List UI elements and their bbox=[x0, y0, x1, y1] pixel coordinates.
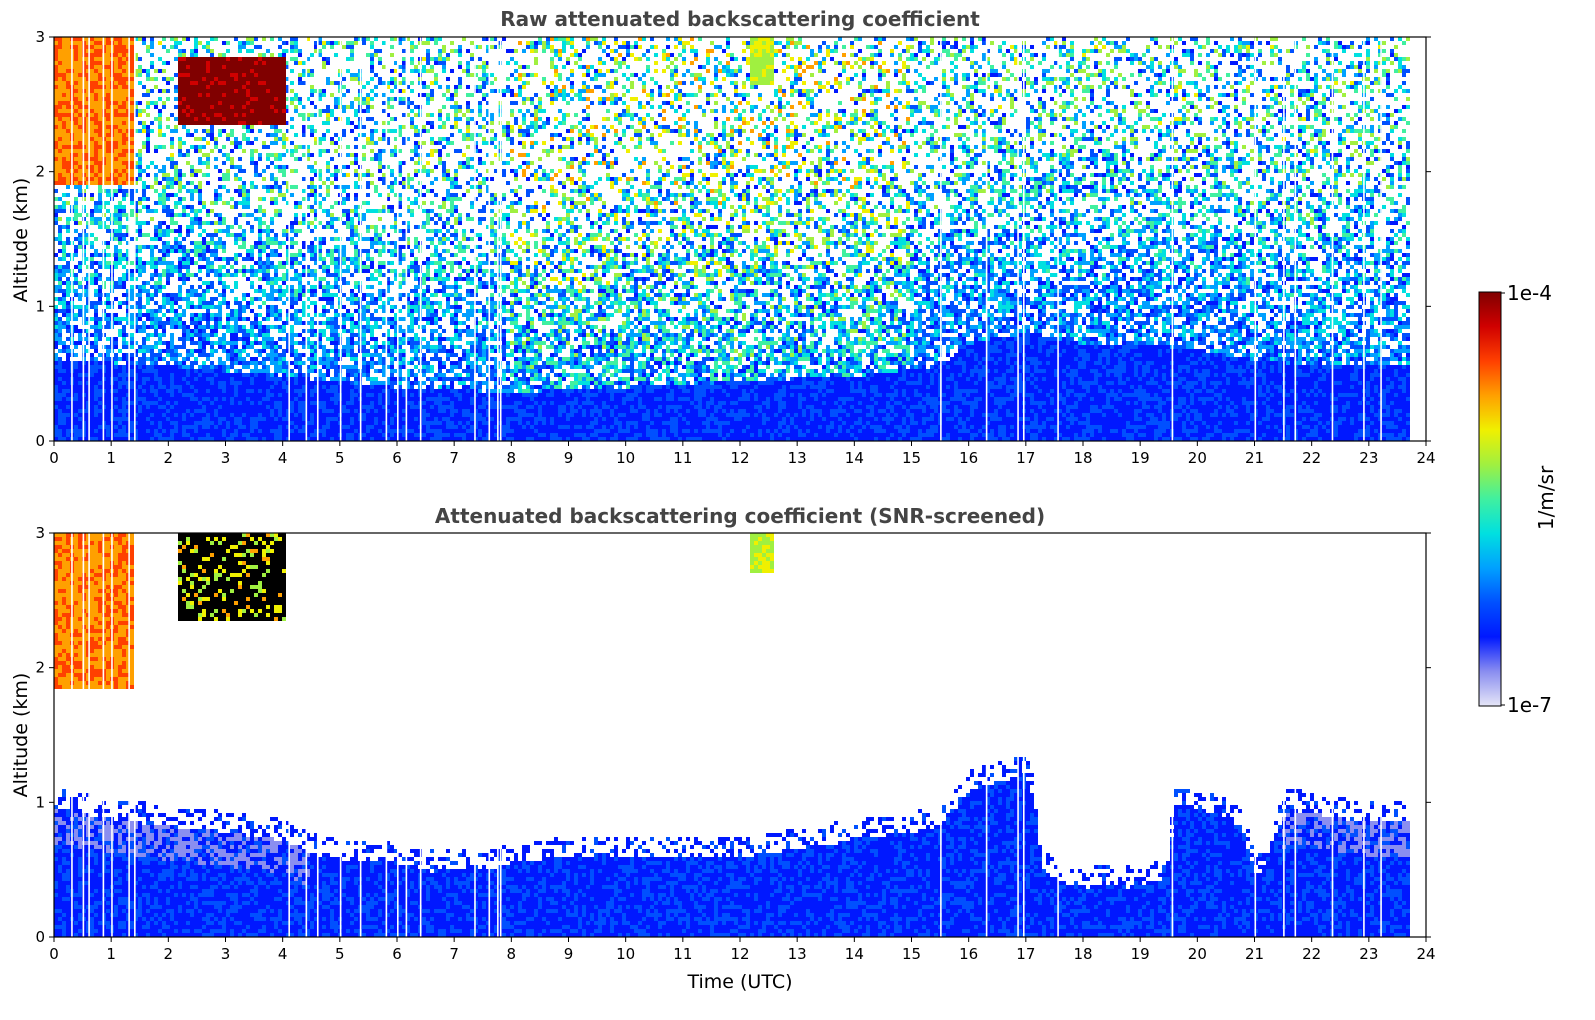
x-tick-label: 1 bbox=[106, 449, 116, 467]
x-tick-label: 9 bbox=[564, 449, 574, 467]
x-tick-label: 2 bbox=[164, 945, 174, 963]
x-tick-label: 22 bbox=[1302, 449, 1321, 467]
x-tick-label: 13 bbox=[788, 449, 807, 467]
x-tick-label: 21 bbox=[1245, 449, 1264, 467]
x-tick-label: 4 bbox=[278, 945, 288, 963]
x-tick-label: 12 bbox=[730, 945, 749, 963]
x-tick-label: 1 bbox=[106, 945, 116, 963]
x-tick-label: 20 bbox=[1188, 449, 1207, 467]
x-tick-label: 17 bbox=[1016, 945, 1035, 963]
y-axis-label: Altitude (km) bbox=[10, 673, 32, 798]
y-tick-label: 2 bbox=[35, 163, 45, 181]
raw-backscatter-panel: Raw attenuated backscattering coefficien… bbox=[10, 7, 1436, 467]
y-tick-label: 2 bbox=[35, 659, 45, 677]
chart-title: Attenuated backscattering coefficient (S… bbox=[435, 504, 1045, 528]
x-tick-label: 18 bbox=[1073, 945, 1092, 963]
x-tick-label: 4 bbox=[278, 449, 288, 467]
colorbar-unit-label: 1/m/sr bbox=[1534, 465, 1558, 530]
x-tick-label: 12 bbox=[730, 449, 749, 467]
x-tick-label: 0 bbox=[49, 449, 59, 467]
x-tick-label: 0 bbox=[49, 945, 59, 963]
x-tick-label: 3 bbox=[221, 945, 231, 963]
x-tick-label: 2 bbox=[164, 449, 174, 467]
y-tick-label: 3 bbox=[35, 28, 45, 46]
x-tick-label: 6 bbox=[392, 945, 402, 963]
colorbar: 1e-4 1e-7 1/m/sr bbox=[1479, 281, 1558, 717]
colorbar-min-label: 1e-7 bbox=[1507, 693, 1552, 717]
x-tick-label: 14 bbox=[845, 449, 864, 467]
x-tick-label: 15 bbox=[902, 449, 921, 467]
x-tick-label: 23 bbox=[1359, 449, 1378, 467]
x-tick-label: 19 bbox=[1131, 945, 1150, 963]
x-tick-label: 6 bbox=[392, 449, 402, 467]
chart-title: Raw attenuated backscattering coefficien… bbox=[500, 7, 980, 31]
colorbar-max-label: 1e-4 bbox=[1507, 281, 1552, 305]
x-tick-label: 10 bbox=[616, 449, 635, 467]
y-tick-label: 0 bbox=[35, 928, 45, 946]
x-tick-label: 10 bbox=[616, 945, 635, 963]
x-tick-label: 22 bbox=[1302, 945, 1321, 963]
x-tick-label: 16 bbox=[959, 945, 978, 963]
x-tick-label: 5 bbox=[335, 449, 345, 467]
colorbar-gradient bbox=[1479, 292, 1501, 706]
x-tick-label: 24 bbox=[1416, 945, 1435, 963]
x-tick-label: 16 bbox=[959, 449, 978, 467]
x-tick-label: 8 bbox=[507, 449, 517, 467]
x-tick-label: 21 bbox=[1245, 945, 1264, 963]
x-tick-label: 19 bbox=[1131, 449, 1150, 467]
x-tick-label: 11 bbox=[673, 449, 692, 467]
y-tick-label: 1 bbox=[35, 793, 45, 811]
y-tick-label: 0 bbox=[35, 432, 45, 450]
x-tick-label: 9 bbox=[564, 945, 574, 963]
x-tick-label: 24 bbox=[1416, 449, 1435, 467]
x-tick-label: 23 bbox=[1359, 945, 1378, 963]
heatmap-image bbox=[54, 37, 1410, 441]
y-tick-label: 1 bbox=[35, 297, 45, 315]
x-tick-label: 13 bbox=[788, 945, 807, 963]
heatmap-image bbox=[54, 533, 1410, 937]
y-axis-label: Altitude (km) bbox=[10, 178, 32, 303]
x-tick-label: 7 bbox=[449, 945, 459, 963]
x-tick-label: 14 bbox=[845, 945, 864, 963]
x-tick-label: 8 bbox=[507, 945, 517, 963]
x-tick-label: 7 bbox=[449, 449, 459, 467]
x-tick-label: 3 bbox=[221, 449, 231, 467]
x-tick-label: 5 bbox=[335, 945, 345, 963]
x-tick-label: 20 bbox=[1188, 945, 1207, 963]
x-tick-label: 18 bbox=[1073, 449, 1092, 467]
y-tick-label: 3 bbox=[35, 524, 45, 542]
x-tick-label: 15 bbox=[902, 945, 921, 963]
x-axis-label: Time (UTC) bbox=[686, 971, 792, 993]
x-tick-label: 17 bbox=[1016, 449, 1035, 467]
x-tick-label: 11 bbox=[673, 945, 692, 963]
snr-screened-panel: Attenuated backscattering coefficient (S… bbox=[10, 504, 1436, 993]
